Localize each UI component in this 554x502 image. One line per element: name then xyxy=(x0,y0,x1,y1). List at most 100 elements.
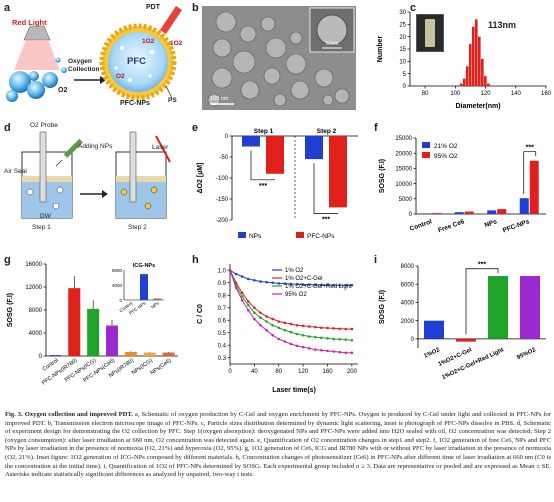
tem-image xyxy=(202,6,356,110)
histogram-bar xyxy=(474,19,478,86)
data-point xyxy=(271,323,274,327)
data-point xyxy=(326,283,329,287)
data-point xyxy=(228,268,232,272)
x-tick-label: 1%O2 xyxy=(423,347,441,360)
data-point xyxy=(265,328,268,332)
data-point xyxy=(301,324,305,328)
data-point xyxy=(307,347,311,350)
significance-bracket xyxy=(523,151,537,195)
chart-c: 0 5 10 15 20 25 30 80 100 120 140 160 Number Diameter… xyxy=(377,10,552,110)
panel-f: f 0 5000 10000 15000 20000 25000 Control Free C… xyxy=(372,118,554,250)
ps-label: PS xyxy=(168,97,177,104)
data-point xyxy=(332,350,335,353)
panel-a: a xyxy=(0,0,185,110)
data-point xyxy=(326,337,329,340)
y-tick-label: 0.5 xyxy=(218,331,227,337)
data-point xyxy=(240,298,244,302)
chart-e: -200 -150 -100 -50 0 Step 1 *** Step 2 *** ΔO2 [µ… xyxy=(197,128,358,240)
data-point xyxy=(307,283,311,286)
data-point xyxy=(246,300,250,303)
histogram-bar xyxy=(459,83,463,86)
panel-e: e -200 -150 -100 -50 0 Step 1 *** Step 2 *** ΔO2 … xyxy=(190,118,370,246)
y-tick-label: 10 xyxy=(399,60,406,66)
o2-label-np: O2 xyxy=(116,73,125,80)
histogram-bar xyxy=(484,76,487,86)
y-tick-label: 6000 xyxy=(401,282,415,288)
bar xyxy=(143,352,156,356)
inset-y-tick-label: 0 xyxy=(119,298,122,303)
group-label: Step 1 xyxy=(254,128,274,135)
data-point xyxy=(240,291,244,295)
bar xyxy=(424,320,444,339)
legend-swatch xyxy=(296,232,304,238)
data-point xyxy=(320,348,323,352)
y-tick-label: 25000 xyxy=(395,136,412,142)
legend-label: 95% O2 xyxy=(434,153,458,160)
x-tick-label: 40 xyxy=(251,369,258,375)
bar-0 xyxy=(242,136,260,147)
data-point xyxy=(350,351,354,355)
data-point xyxy=(253,278,256,282)
bar-1 xyxy=(266,136,284,174)
legend-label: NPs xyxy=(249,233,262,240)
o2-probe-label: O2 Probe xyxy=(30,122,58,129)
y-tick-label: 20 xyxy=(399,35,406,41)
air-seal-label: Air Seal xyxy=(4,168,27,175)
data-point xyxy=(283,340,287,343)
data-point xyxy=(259,323,262,327)
data-point xyxy=(301,333,305,337)
data-point xyxy=(271,281,274,285)
inset-x-tick-label: NPs xyxy=(150,300,160,309)
pfc-nps-label: PFC-NPs xyxy=(120,100,150,107)
data-point xyxy=(301,345,305,349)
data-point xyxy=(320,326,323,330)
laser-label: Laser xyxy=(152,144,169,151)
y-tick-label: 25 xyxy=(399,23,406,29)
bar-0 xyxy=(422,213,432,214)
significance-label: *** xyxy=(526,145,534,152)
caption-lead: Fig. 3. xyxy=(5,411,23,418)
x-tick-label: 120 xyxy=(298,369,309,375)
data-point xyxy=(265,280,268,284)
y-axis-title: ΔO2 [µM] xyxy=(197,163,204,194)
chart-f: 0 5000 10000 15000 20000 25000 Control Free Ce6… xyxy=(379,136,546,234)
y-tick-label: 8000 xyxy=(29,308,43,314)
x-tick-label: 140 xyxy=(511,91,522,97)
data-point xyxy=(350,327,354,331)
red-light-lamp-icon xyxy=(14,25,60,70)
y-tick-label: 30 xyxy=(399,10,406,16)
y-tick-label: 0.7 xyxy=(218,306,227,312)
panel-letter: b xyxy=(192,2,199,14)
data-point xyxy=(344,327,348,331)
x-axis-title: Laser time(s) xyxy=(272,387,316,394)
data-point xyxy=(301,283,305,286)
y-tick-label: 0.8 xyxy=(218,293,227,299)
bar-1 xyxy=(464,211,474,214)
panel-h: h 0.3 0.4 0.5 0.6 0.7 0.8 0.9 1.0 0 40 80 120 160 200… xyxy=(190,252,370,408)
data-point xyxy=(344,338,348,341)
inset-y-tick-label: 8000 xyxy=(112,268,123,273)
adding-nps-label: Adding NPs xyxy=(78,143,113,150)
y-tick-label: 4000 xyxy=(401,301,415,307)
data-point xyxy=(326,349,329,353)
pfc-nanoparticle xyxy=(99,23,177,101)
data-point xyxy=(338,350,342,354)
data-point xyxy=(234,286,238,290)
data-point xyxy=(289,342,293,346)
y-tick-label: -50 xyxy=(219,155,228,161)
histogram-bar xyxy=(468,44,472,86)
y-tick-label: 12000 xyxy=(25,285,42,291)
bar-1 xyxy=(432,213,442,214)
bar-0 xyxy=(305,136,323,160)
data-point xyxy=(314,335,317,339)
legend-swatch xyxy=(422,152,430,158)
panel-letter: i xyxy=(374,254,378,266)
panel-letter: a xyxy=(4,2,11,14)
x-axis-title: Diameter(nm) xyxy=(455,103,500,110)
bar xyxy=(68,288,81,356)
schematic-a xyxy=(6,6,182,102)
y-tick-label: 1.0 xyxy=(218,268,227,274)
figure-caption: Fig. 3. Oxygen collection and improved P… xyxy=(5,411,551,480)
y-axis-title: C / C0 xyxy=(197,304,204,324)
data-point xyxy=(314,283,317,287)
